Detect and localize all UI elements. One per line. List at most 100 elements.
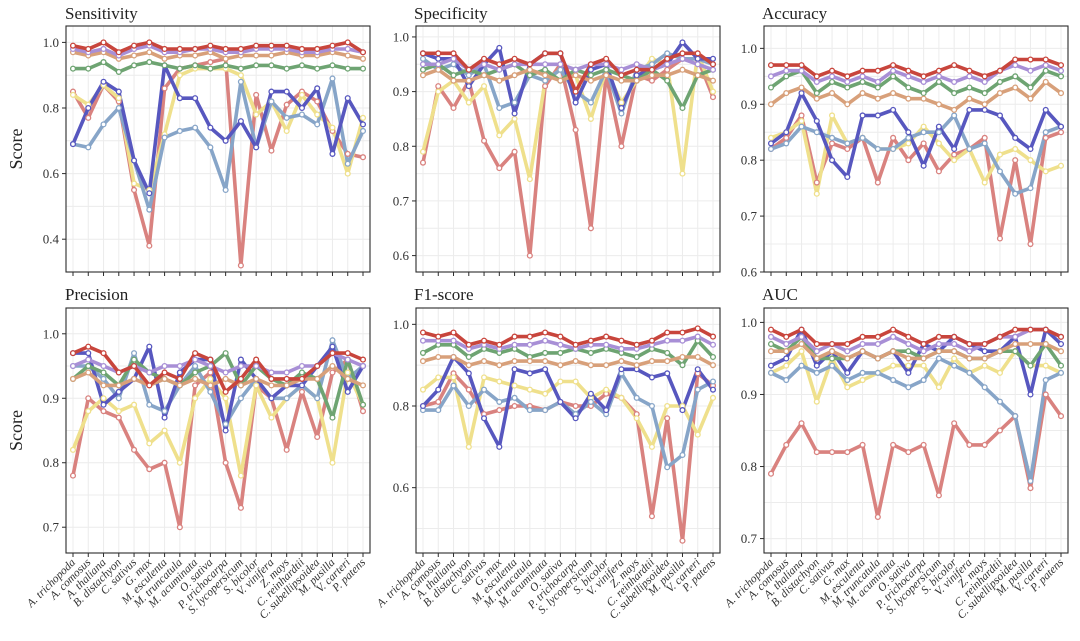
data-point: [829, 112, 836, 119]
data-point: [100, 45, 107, 53]
data-point: [222, 62, 229, 69]
data-point: [935, 492, 942, 499]
data-point: [298, 388, 305, 395]
data-point: [542, 61, 549, 68]
data-point: [709, 61, 717, 68]
data-point: [1012, 326, 1019, 333]
data-point: [131, 52, 138, 59]
data-point: [344, 375, 351, 382]
data-point: [69, 65, 77, 72]
data-point: [450, 104, 457, 112]
data-point: [905, 384, 912, 391]
data-point: [207, 59, 214, 66]
data-point: [966, 67, 973, 74]
data-point: [131, 42, 138, 49]
data-point: [1042, 362, 1049, 369]
data-point: [161, 55, 168, 62]
data-point: [511, 382, 518, 389]
data-point: [100, 39, 107, 46]
data-point: [557, 333, 564, 340]
data-point: [481, 61, 488, 68]
data-point: [298, 45, 305, 53]
data-point: [450, 77, 457, 84]
series-line-8: [421, 51, 715, 94]
data-point: [679, 353, 686, 361]
data-point: [1042, 377, 1049, 384]
data-point: [192, 350, 199, 357]
data-point: [450, 55, 457, 62]
data-point: [783, 67, 790, 74]
data-point: [664, 349, 671, 356]
y-tick-label: 1.0: [43, 326, 59, 341]
data-point: [829, 362, 836, 369]
data-point: [496, 362, 503, 369]
data-point: [1027, 56, 1034, 63]
y-tick-label: 1.0: [43, 35, 59, 50]
data-point: [618, 345, 625, 352]
data-point: [161, 427, 168, 434]
data-point: [874, 333, 881, 340]
data-point: [344, 39, 351, 46]
data-point: [283, 114, 290, 121]
data-point: [981, 441, 988, 448]
data-point: [935, 333, 942, 340]
data-point: [981, 90, 988, 97]
data-point: [465, 83, 472, 90]
data-point: [981, 101, 988, 108]
data-point: [587, 115, 594, 122]
data-point: [1027, 326, 1034, 333]
data-point: [767, 326, 775, 333]
data-point: [496, 132, 503, 139]
data-point: [344, 388, 351, 395]
data-point: [798, 84, 805, 91]
data-point: [253, 382, 260, 389]
data-point: [874, 95, 881, 102]
data-point: [344, 356, 351, 363]
data-point: [542, 358, 549, 365]
data-point: [222, 369, 229, 376]
data-point: [481, 55, 488, 62]
data-point: [951, 362, 958, 369]
data-point: [268, 147, 275, 154]
data-point: [798, 123, 805, 130]
data-point: [935, 140, 942, 147]
data-point: [100, 362, 107, 370]
data-point: [100, 375, 107, 382]
y-tick-label: 0.7: [393, 193, 410, 208]
data-point: [996, 151, 1003, 158]
data-point: [813, 369, 820, 376]
data-point: [283, 88, 290, 95]
data-point: [1042, 62, 1049, 69]
data-point: [481, 72, 488, 79]
data-point: [542, 337, 549, 344]
data-point: [951, 340, 958, 348]
data-point: [115, 68, 122, 75]
data-point: [813, 95, 820, 102]
data-point: [253, 91, 260, 98]
data-point: [996, 90, 1003, 97]
data-point: [890, 73, 897, 80]
data-point: [176, 127, 183, 135]
data-point: [890, 134, 897, 141]
data-point: [874, 78, 881, 85]
data-point: [511, 99, 518, 106]
data-point: [890, 90, 897, 97]
data-point: [829, 348, 836, 355]
data-point: [905, 157, 912, 164]
data-point: [829, 140, 836, 147]
data-point: [587, 99, 594, 106]
data-point: [496, 104, 503, 112]
data-point: [966, 355, 973, 362]
data-point: [1027, 362, 1034, 369]
data-point: [603, 72, 610, 79]
data-point: [192, 356, 199, 363]
data-point: [481, 83, 488, 90]
data-point: [920, 90, 927, 97]
data-point: [813, 348, 820, 355]
data-point: [146, 206, 153, 213]
data-point: [237, 382, 244, 389]
data-point: [709, 333, 717, 340]
data-point: [890, 326, 897, 333]
data-point: [222, 427, 229, 434]
data-point: [951, 90, 958, 97]
